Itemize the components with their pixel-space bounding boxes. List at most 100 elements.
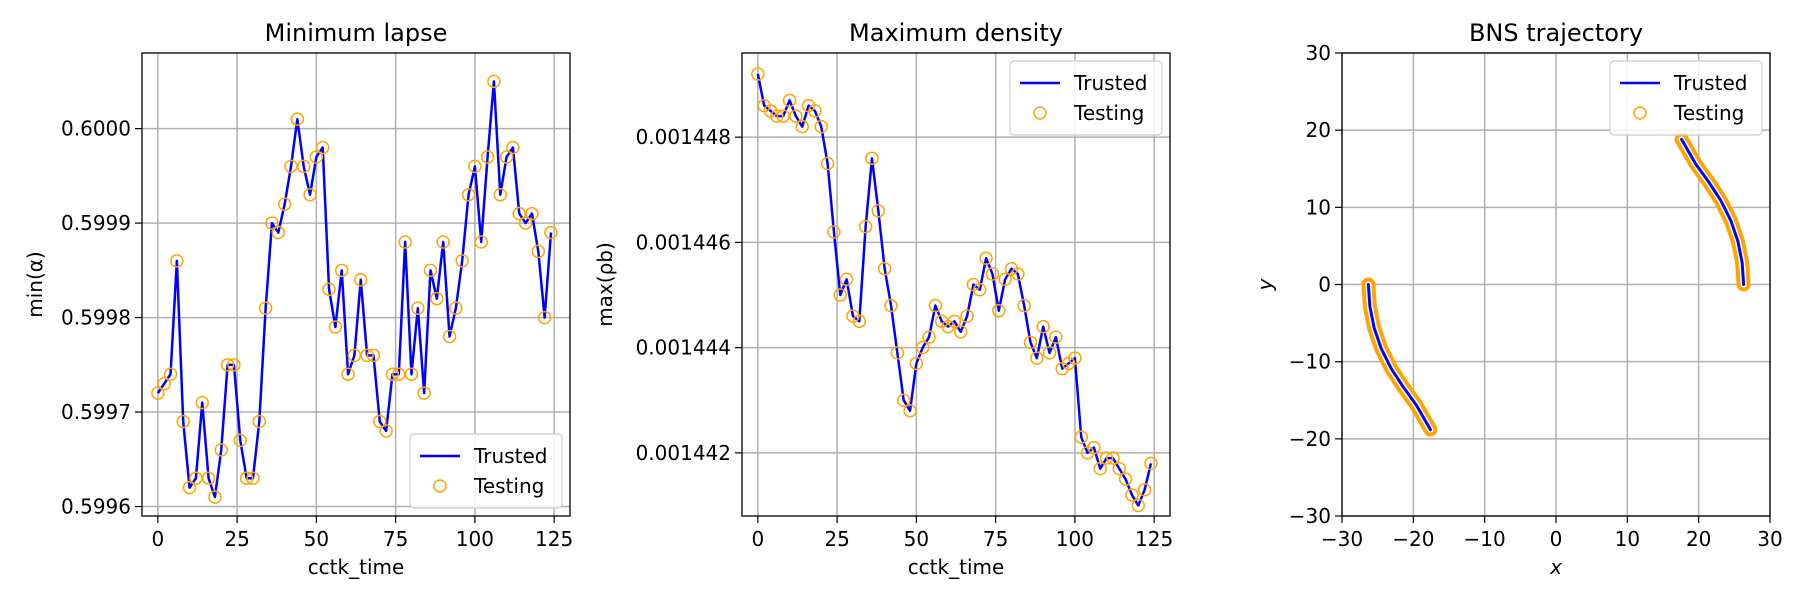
x-tick-label: 10 xyxy=(1615,527,1640,551)
marker-testing xyxy=(896,393,911,407)
y-tick-label: 10 xyxy=(1306,195,1331,219)
marker-testing xyxy=(1036,319,1050,334)
y-tick-label: 0 xyxy=(1318,273,1331,297)
legend-box xyxy=(1609,60,1763,136)
marker-testing xyxy=(947,314,962,329)
marker-testing xyxy=(973,283,987,297)
marker-testing xyxy=(246,471,260,485)
marker-testing xyxy=(544,225,558,240)
marker-testing xyxy=(258,301,273,315)
axes-frame xyxy=(1341,52,1771,517)
legend-box xyxy=(1009,60,1163,136)
x-tick-label: −30 xyxy=(1321,527,1363,551)
marker-testing xyxy=(271,225,286,240)
marker-testing xyxy=(404,367,419,382)
marker-testing xyxy=(998,272,1012,286)
x-tick-label: 30 xyxy=(1757,527,1782,551)
x-tick-label: 0 xyxy=(151,527,164,551)
y-tick-label: 0.5999 xyxy=(61,211,131,235)
marker-testing xyxy=(417,386,431,400)
marker-testing xyxy=(1106,451,1120,465)
marker-testing xyxy=(373,414,387,429)
y-axis-label: min(α) xyxy=(23,251,47,318)
marker-testing xyxy=(379,424,393,438)
marker-testing xyxy=(928,298,943,313)
marker-testing xyxy=(770,109,784,123)
legend-trusted-label: Trusted xyxy=(1073,71,1147,95)
marker-testing xyxy=(480,150,495,164)
x-tick-label: 75 xyxy=(383,527,408,551)
plot-area xyxy=(1361,132,1751,437)
chart-panel-3: −30 −20 −10 0 10 20 30 −30 −20 −10 0 10 20 30 BNS traj… xyxy=(1253,19,1783,579)
marker-testing xyxy=(890,346,905,360)
x-tick-label: 125 xyxy=(535,527,573,551)
marker-testing xyxy=(315,140,330,155)
y-tick-label: −30 xyxy=(1289,504,1331,528)
marker-testing xyxy=(954,325,968,339)
marker-testing xyxy=(820,156,835,171)
marker-testing xyxy=(537,310,552,325)
marker-testing xyxy=(1030,351,1044,365)
legend: Trusted Testing xyxy=(1609,60,1763,136)
y-axis-label: y xyxy=(1253,277,1277,291)
y-tick-label: 0.001448 xyxy=(636,125,731,149)
marker-testing xyxy=(151,386,165,400)
marker-testing xyxy=(220,358,235,372)
marker-testing xyxy=(499,150,514,164)
marker-testing xyxy=(449,301,463,315)
legend-testing-label: Testing xyxy=(473,474,544,498)
marker-testing xyxy=(385,367,400,382)
marker-testing xyxy=(795,119,809,134)
marker-testing xyxy=(265,216,279,230)
marker-testing xyxy=(979,251,993,265)
marker-testing xyxy=(833,288,848,302)
x-axis-label: cctk_time xyxy=(308,555,405,579)
marker-testing xyxy=(909,356,924,371)
legend-testing-swatch xyxy=(1033,106,1047,120)
marker-testing xyxy=(290,112,305,126)
chart-panel-2: 0 25 50 75 100 125 0.001442 0.001444 0.001446 0.0… xyxy=(593,19,1173,579)
marker-testing xyxy=(865,151,879,165)
marker-testing xyxy=(877,261,892,276)
marker-testing xyxy=(334,263,349,278)
marker-testing xyxy=(277,197,292,211)
marker-testing xyxy=(922,330,936,344)
marker-testing xyxy=(1125,488,1139,502)
marker-testing xyxy=(468,159,482,174)
marker-testing xyxy=(436,235,450,249)
marker-testing xyxy=(493,187,508,202)
marker-testing xyxy=(252,414,267,429)
marker-testing xyxy=(751,67,765,81)
y-tick-label: 0.001442 xyxy=(636,441,731,465)
marker-testing xyxy=(1144,456,1158,471)
marker-testing xyxy=(233,433,248,448)
marker-testing xyxy=(858,219,873,234)
marker-testing xyxy=(506,140,520,155)
axes-frame xyxy=(741,52,1171,517)
marker-testing xyxy=(884,298,898,313)
y-tick-label: 0.001446 xyxy=(636,230,731,254)
marker-testing xyxy=(789,109,803,123)
x-tick-label: 25 xyxy=(824,527,849,551)
x-tick-label: −20 xyxy=(1392,527,1434,551)
series-line-trusted xyxy=(1680,137,1746,286)
x-tick-label: 25 xyxy=(224,527,249,551)
marker-testing xyxy=(1074,430,1088,444)
y-tick-label: −10 xyxy=(1289,350,1331,374)
series-line-trusted xyxy=(156,80,553,499)
y-tick-label: 20 xyxy=(1306,118,1331,142)
marker-testing xyxy=(423,263,438,278)
marker-testing xyxy=(411,301,425,315)
marker-testing xyxy=(1017,298,1031,313)
marker-testing xyxy=(903,404,917,418)
marker-testing xyxy=(214,443,229,457)
marker-testing xyxy=(163,367,178,382)
marker-testing xyxy=(1023,335,1038,350)
marker-testing xyxy=(525,206,539,221)
plot-area xyxy=(151,74,558,504)
marker-testing xyxy=(985,267,1000,281)
marker-testing xyxy=(827,225,841,239)
x-tick-label: 75 xyxy=(983,527,1008,551)
y-tick-label: 0.5997 xyxy=(61,400,131,424)
y-tick-label: 0.5998 xyxy=(61,306,131,330)
